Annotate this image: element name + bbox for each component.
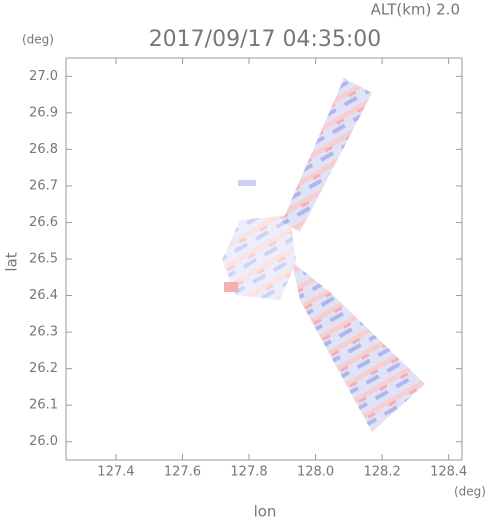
y-tick-label: 26.8 [29,142,58,157]
y-tick-label: 26.7 [29,178,58,193]
x-tick-label: 127.4 [97,465,134,480]
subtitle: ALT(km) 2.0 [371,1,460,19]
y-tick-label: 26.4 [29,288,58,303]
y-tick-label: 26.3 [29,325,58,340]
y-tick-label: 26.1 [29,398,58,413]
radar-field [222,78,425,432]
radar-clutter [238,180,256,186]
x-axis-label: lon [254,503,277,521]
radar-swath [282,78,372,232]
x-tick-label: 128.4 [430,465,467,480]
x-unit: (deg) [454,485,486,499]
y-tick-label: 26.5 [29,252,58,267]
y-tick-label: 26.9 [29,105,58,120]
y-tick-label: 26.0 [29,434,58,449]
x-tick-label: 128.2 [364,465,401,480]
y-tick-label: 26.2 [29,361,58,376]
radar-clutter [224,282,238,292]
x-tick-label: 127.6 [164,465,201,480]
y-unit: (deg) [22,33,54,47]
chart-title: 2017/09/17 04:35:00 [149,27,382,52]
y-axis-label: lat [3,252,21,271]
y-tick-label: 26.6 [29,215,58,230]
x-tick-label: 127.8 [230,465,267,480]
radar-swath [292,262,425,432]
y-tick-label: 27.0 [29,69,58,84]
radar-clutter [222,215,296,300]
x-tick-label: 128.0 [297,465,334,480]
